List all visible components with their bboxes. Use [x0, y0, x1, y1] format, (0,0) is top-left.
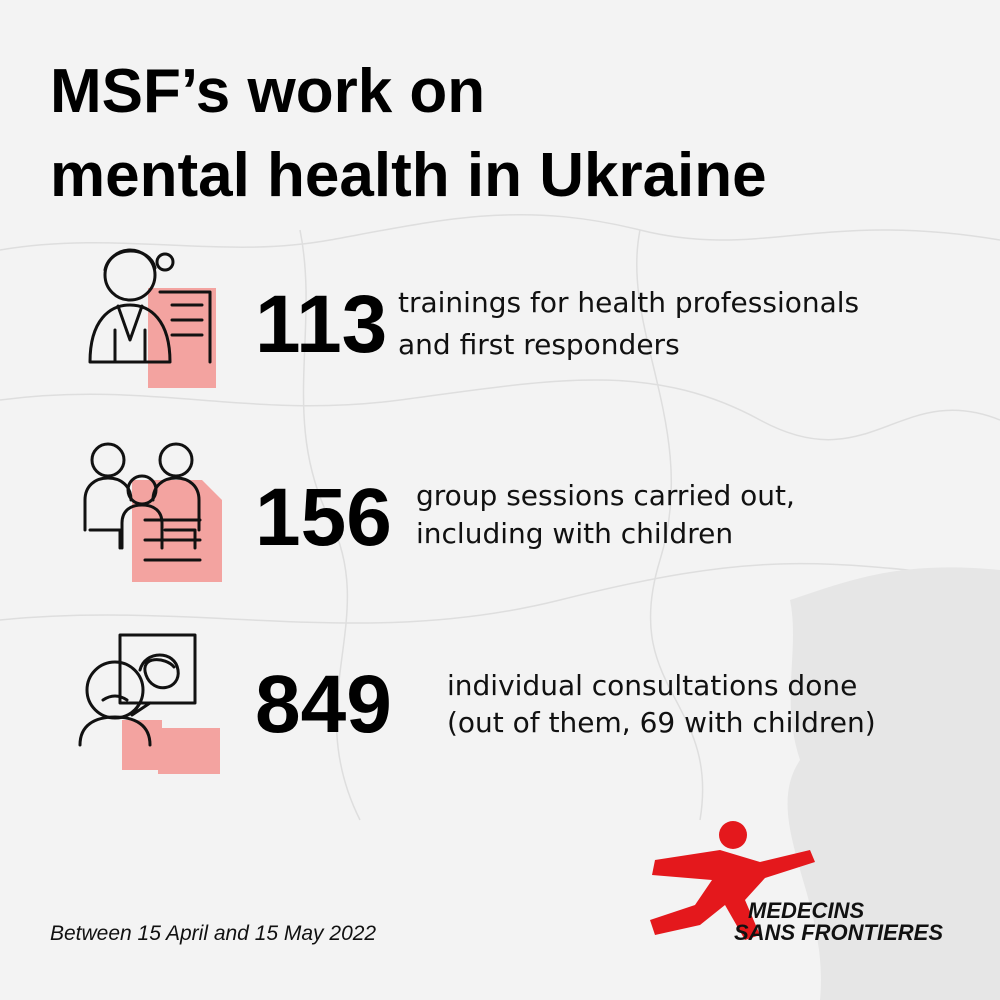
stat-value: 849 — [255, 659, 392, 750]
stat-text: group sessions carried out, — [416, 479, 795, 512]
stat-text: and first responders — [398, 328, 680, 361]
footer-note: Between 15 April and 15 May 2022 — [50, 922, 376, 945]
stat-text: (out of them, 69 with children) — [447, 706, 876, 739]
stat-text: trainings for health professionals — [398, 286, 859, 319]
title-line: mental health in Ukraine — [50, 141, 767, 210]
title-line: MSF’s work on — [50, 57, 485, 126]
msf-logo: MEDECINS SANS FRONTIERES — [650, 821, 943, 945]
stat-text: including with children — [416, 517, 733, 550]
map-background — [0, 213, 1000, 1000]
group-icon — [83, 442, 222, 582]
stat-text: individual consultations done — [447, 669, 857, 702]
stat-value: 113 — [255, 279, 387, 370]
logo-text: MEDECINS — [748, 898, 864, 923]
stat-value: 156 — [255, 472, 392, 563]
consultation-icon — [78, 633, 220, 774]
training-icon — [88, 248, 216, 388]
logo-text: SANS FRONTIERES — [734, 920, 943, 945]
